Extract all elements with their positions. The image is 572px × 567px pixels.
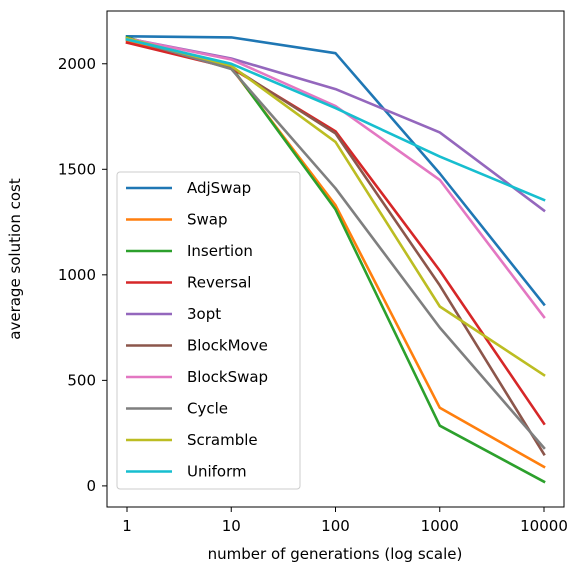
legend-label-insertion: Insertion	[187, 242, 253, 260]
plot-marks	[125, 34, 546, 484]
y-tick-label: 0	[86, 477, 96, 495]
x-tick-label: 1	[122, 517, 132, 535]
legend-label-blockmove: BlockMove	[187, 337, 268, 355]
y-tick-label: 1500	[58, 160, 96, 178]
legend-label-blockswap: BlockSwap	[187, 368, 268, 386]
y-tick-label: 500	[67, 371, 96, 389]
x-axis-label: number of generations (log scale)	[208, 545, 463, 563]
legend: AdjSwap Swap Insertion Reversal 3opt BlockMov…	[116, 171, 301, 490]
series-line-cycle	[125, 36, 546, 450]
y-tick-label: 2000	[58, 55, 96, 73]
y-axis-label: average solution cost	[6, 178, 24, 340]
y-tick-label: 1000	[58, 266, 96, 284]
series-line-blockswap	[125, 36, 546, 319]
x-tick-label: 1000	[421, 517, 459, 535]
series-line-adjswap	[125, 34, 546, 307]
legend-label-adjswap: AdjSwap	[187, 179, 251, 197]
legend-label-swap: Swap	[187, 211, 228, 229]
axis-ticks: 1 10 100 1000 10000 0 500 1000 1500 2000	[58, 55, 568, 535]
legend-label-cycle: Cycle	[187, 400, 228, 418]
x-tick-label: 10000	[520, 517, 568, 535]
legend-label-reversal: Reversal	[187, 274, 251, 292]
legend-label-3opt: 3opt	[187, 305, 221, 323]
x-tick-label: 100	[321, 517, 350, 535]
series-line-uniform	[125, 37, 546, 202]
legend-label-uniform: Uniform	[187, 463, 247, 481]
legend-label-scramble: Scramble	[187, 431, 258, 449]
x-tick-label: 10	[222, 517, 241, 535]
